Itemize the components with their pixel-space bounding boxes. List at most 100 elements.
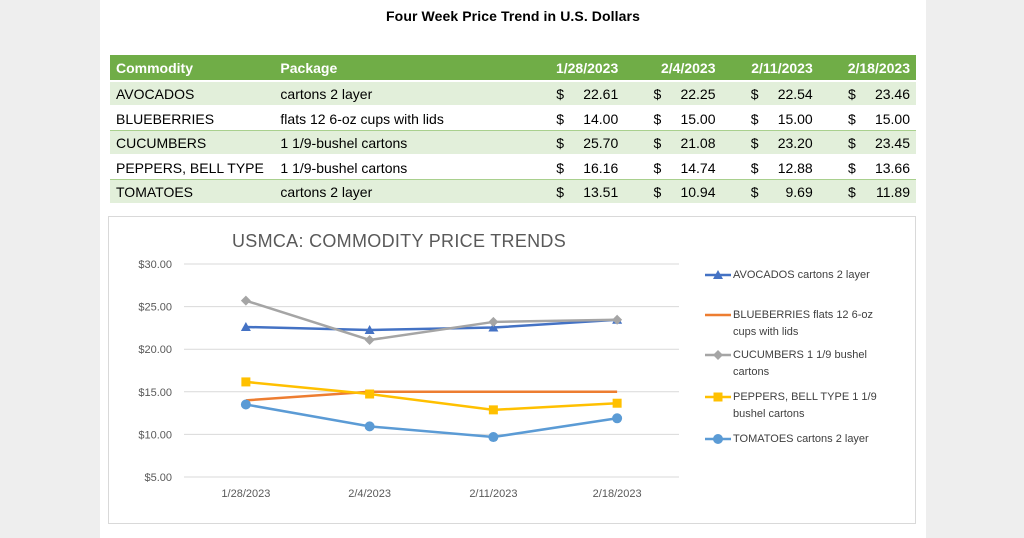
price-cell: $14.00 — [527, 105, 625, 131]
y-tick-label: $15.00 — [138, 387, 172, 399]
price-cell: $14.74 — [624, 154, 722, 180]
data-point-square — [612, 398, 622, 408]
data-point-circle — [612, 413, 623, 424]
currency-symbol: $ — [653, 110, 662, 127]
package-cell: 1 1/9-bushel cartons — [274, 154, 528, 180]
data-point-square — [365, 389, 375, 399]
currency-symbol: $ — [750, 183, 759, 200]
price-table: Commodity Package 1/28/2023 2/4/2023 2/1… — [110, 55, 916, 205]
package-cell: cartons 2 layer — [274, 179, 528, 205]
legend-label-line: BLUEBERRIES flats 12 6-oz — [733, 309, 874, 321]
price-value: 12.88 — [777, 159, 813, 176]
legend-label: BLUEBERRIES flats 12 6-oz cups with lids — [733, 307, 873, 341]
price-cell: $23.20 — [721, 130, 819, 156]
price-value: 14.00 — [583, 110, 619, 127]
price-value: 13.66 — [874, 159, 910, 176]
price-value: 13.51 — [583, 183, 619, 200]
data-point-square — [488, 405, 498, 415]
data-point-triangle — [364, 325, 375, 335]
data-point-circle — [488, 432, 499, 443]
legend-label-line: PEPPERS, BELL TYPE 1 1/9 — [733, 391, 877, 403]
commodity-cell: CUCUMBERS — [110, 130, 275, 156]
price-cell: $15.00 — [624, 105, 722, 131]
currency-symbol: $ — [556, 183, 565, 200]
currency-symbol: $ — [556, 110, 565, 127]
price-cell: $22.61 — [527, 81, 625, 107]
currency-symbol: $ — [556, 159, 565, 176]
legend-label-line: bushel cartons — [733, 408, 805, 420]
header-week-3: 2/11/2023 — [721, 55, 819, 82]
commodity-cell: PEPPERS, BELL TYPE — [110, 154, 275, 180]
y-tick-label: $20.00 — [138, 344, 172, 356]
data-point-circle — [713, 434, 723, 444]
price-value: 25.70 — [583, 134, 619, 151]
legend-label-line: cartons — [733, 366, 770, 378]
price-value: 15.00 — [874, 110, 910, 127]
report-title: Four Week Price Trend in U.S. Dollars — [386, 8, 640, 24]
table-row: BLUEBERRIES flats 12 6-oz cups with lids $… — [110, 105, 916, 131]
legend-label-line: cups with lids — [733, 326, 799, 338]
price-cell: $16.16 — [527, 154, 625, 180]
data-point-diamond — [364, 334, 375, 345]
price-value: 15.00 — [777, 110, 813, 127]
legend-item: PEPPERS, BELL TYPE 1 1/9 bushel cartons — [703, 389, 903, 423]
currency-symbol: $ — [556, 85, 565, 102]
commodity-cell: AVOCADOS — [110, 81, 275, 107]
data-point-triangle — [488, 322, 499, 332]
price-cell: $11.89 — [818, 179, 916, 205]
line-chart: $30.00 $25.00 $20.00 $15.00 $10.00 $5.00 1/28/… — [138, 259, 679, 500]
legend-item: AVOCADOS cartons 2 layer — [703, 267, 903, 284]
price-value: 22.25 — [680, 85, 716, 102]
legend-label-line: AVOCADOS cartons 2 layer — [733, 269, 870, 281]
currency-symbol: $ — [750, 110, 759, 127]
currency-symbol: $ — [750, 159, 759, 176]
data-point-square — [713, 392, 723, 402]
price-value: 10.94 — [680, 183, 716, 200]
currency-symbol: $ — [848, 134, 856, 151]
header-commodity: Commodity — [110, 55, 275, 82]
legend-label: AVOCADOS cartons 2 layer — [733, 267, 870, 284]
legend-label: TOMATOES cartons 2 layer — [733, 431, 869, 448]
legend-item: TOMATOES cartons 2 layer — [703, 431, 903, 448]
table-row: TOMATOES cartons 2 layer $13.51 $10.94 $9.69… — [110, 179, 916, 205]
currency-symbol: $ — [750, 134, 759, 151]
legend-swatch — [705, 350, 731, 360]
table-row: PEPPERS, BELL TYPE 1 1/9-bushel cartons $1… — [110, 154, 916, 180]
currency-symbol: $ — [848, 159, 856, 176]
table-row: CUCUMBERS 1 1/9-bushel cartons $25.70 $21.0… — [110, 130, 916, 156]
price-value: 23.20 — [777, 134, 813, 151]
data-point-diamond — [612, 314, 623, 325]
series-line — [245, 299, 618, 342]
header-week-4: 2/18/2023 — [818, 55, 916, 82]
report-sheet: Four Week Price Trend in U.S. Dollars Co… — [100, 0, 926, 538]
price-cell: $22.54 — [721, 81, 819, 107]
price-cell: $23.46 — [818, 81, 916, 107]
price-value: 23.45 — [874, 134, 910, 151]
y-tick-label: $30.00 — [138, 259, 172, 271]
legend-item: CUCUMBERS 1 1/9 bushel cartons — [703, 347, 903, 381]
price-cell: $21.08 — [624, 130, 722, 156]
series-line — [245, 390, 618, 402]
price-cell: $15.00 — [818, 105, 916, 131]
price-cell: $13.51 — [527, 179, 625, 205]
header-week-2: 2/4/2023 — [624, 55, 722, 82]
y-tick-label: $25.00 — [138, 302, 172, 314]
legend-swatch — [705, 313, 731, 317]
price-value: 22.61 — [583, 85, 619, 102]
data-point-triangle — [240, 321, 251, 331]
currency-symbol: $ — [848, 110, 856, 127]
currency-symbol: $ — [653, 183, 662, 200]
price-value: 21.08 — [680, 134, 716, 151]
price-value: 9.69 — [785, 183, 813, 200]
currency-symbol: $ — [750, 85, 759, 102]
commodity-cell: TOMATOES — [110, 179, 275, 205]
currency-symbol: $ — [653, 85, 662, 102]
series-line — [245, 318, 618, 332]
legend-item: BLUEBERRIES flats 12 6-oz cups with lids — [703, 307, 903, 341]
price-cell: $13.66 — [818, 154, 916, 180]
data-point-circle — [364, 421, 375, 432]
series-line — [245, 403, 618, 439]
x-tick-label: 2/11/2023 — [469, 488, 517, 500]
legend-label-line: CUCUMBERS 1 1/9 bushel — [733, 349, 867, 361]
x-tick-label: 1/28/2023 — [221, 488, 270, 500]
